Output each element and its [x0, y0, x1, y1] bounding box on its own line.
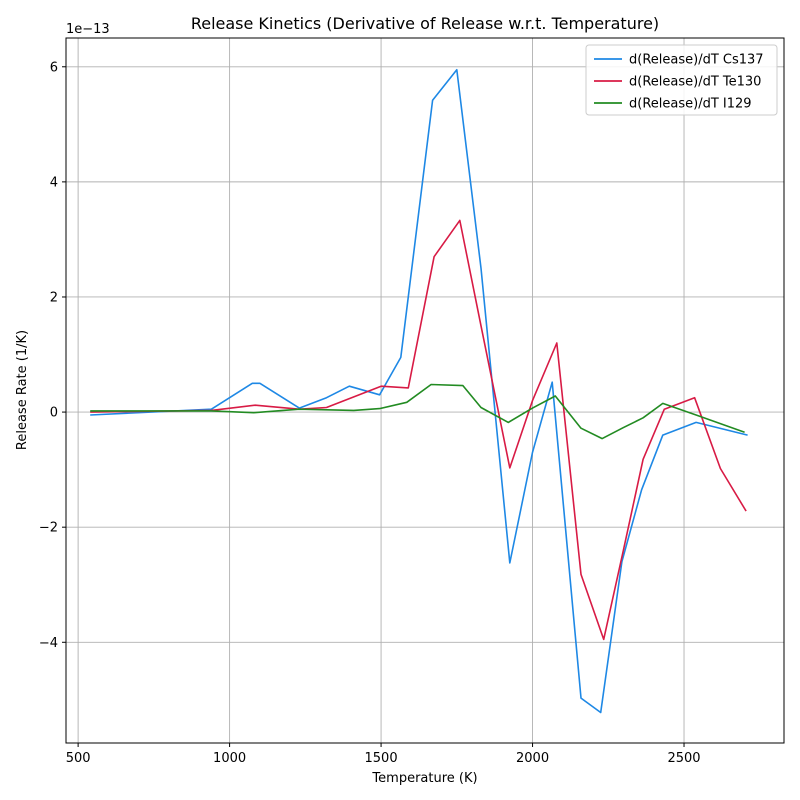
grid — [66, 38, 784, 743]
y-axis-label: Release Rate (1/K) — [15, 330, 30, 450]
series-lines — [90, 68, 748, 714]
y-tick-label: 4 — [50, 175, 58, 190]
y-offset-label: 1e−13 — [66, 22, 110, 37]
x-tick-label: 500 — [66, 751, 91, 766]
y-tick-label: 6 — [50, 60, 58, 75]
series-line-1 — [90, 68, 748, 714]
y-tick-label: −2 — [39, 521, 58, 536]
y-tick-label: 2 — [50, 290, 58, 305]
legend-label-2: d(Release)/dT Te130 — [629, 75, 761, 90]
y-tick-label: −4 — [39, 636, 58, 651]
y-tick-label: 0 — [50, 406, 58, 421]
legend-label-1: d(Release)/dT Cs137 — [629, 53, 764, 68]
x-tick-label: 1500 — [365, 751, 398, 766]
ticks: 500 1000 1500 2000 2500 −4 −2 0 2 4 6 — [39, 60, 701, 766]
x-tick-label: 1000 — [213, 751, 246, 766]
plot-frame — [65, 37, 785, 744]
x-tick-label: 2000 — [516, 751, 549, 766]
x-tick-label: 2500 — [667, 751, 700, 766]
x-axis-label: Temperature (K) — [371, 771, 477, 786]
legend-label-3: d(Release)/dT I129 — [629, 97, 752, 112]
chart-title: Release Kinetics (Derivative of Release … — [191, 14, 659, 33]
legend: d(Release)/dT Cs137 d(Release)/dT Te130 d(… — [585, 44, 778, 116]
legend-box — [585, 44, 778, 116]
series-line-3 — [90, 383, 745, 440]
